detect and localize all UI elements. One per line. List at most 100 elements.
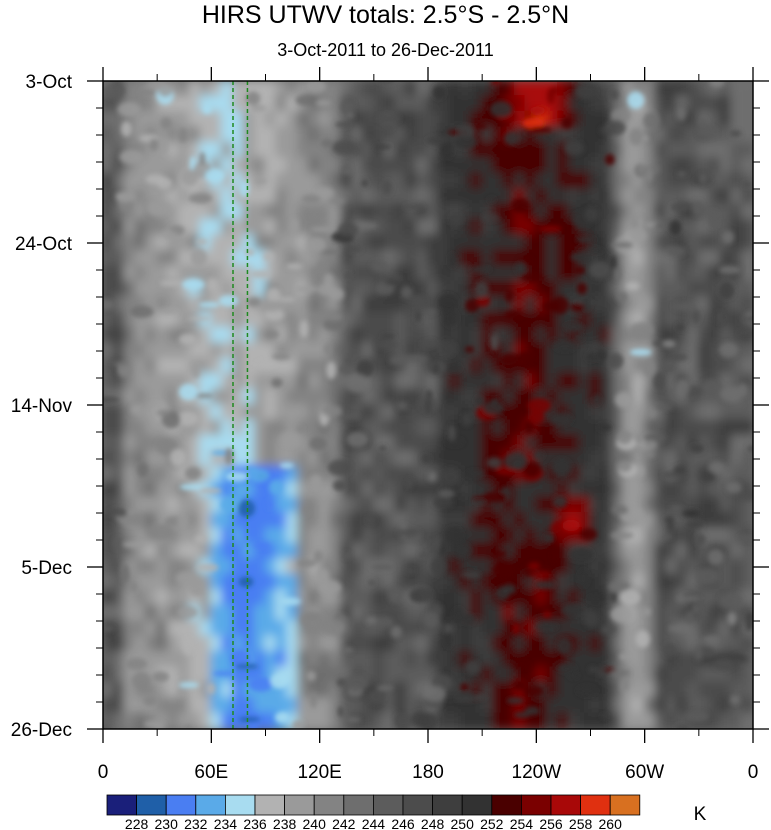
- heat-cell: [502, 326, 516, 345]
- heat-cell: [513, 604, 527, 622]
- heat-cell: [492, 712, 505, 729]
- heat-cell: [264, 558, 278, 576]
- heat-cell: [167, 188, 180, 206]
- heat-blob: [218, 294, 239, 307]
- heat-cell: [286, 388, 299, 406]
- heat-cell: [535, 357, 549, 376]
- heat-cell: [502, 218, 516, 237]
- heat-cell: [535, 496, 549, 514]
- heat-cell: [188, 712, 202, 729]
- heat-blob: [549, 412, 573, 426]
- heat-cell: [546, 373, 559, 391]
- heat-cell: [275, 141, 289, 160]
- heat-cell: [210, 311, 224, 329]
- heat-blob: [278, 297, 296, 302]
- heat-cell: [362, 589, 375, 607]
- heat-blob: [465, 298, 480, 313]
- heat-cell: [134, 573, 148, 592]
- heat-cell: [676, 172, 689, 190]
- heat-blob: [681, 509, 701, 518]
- heat-cell: [535, 311, 549, 329]
- heat-cell: [589, 218, 603, 237]
- heat-cell: [167, 558, 180, 576]
- heat-cell: [427, 650, 440, 669]
- heat-blob: [244, 248, 255, 257]
- heat-cell: [394, 542, 408, 561]
- heat-cell: [210, 434, 224, 453]
- heat-cell: [676, 434, 689, 453]
- heat-cell: [167, 604, 180, 622]
- heat-blob: [342, 165, 351, 172]
- heat-blob: [317, 260, 329, 272]
- heat-cell: [632, 542, 646, 561]
- heat-cell: [459, 188, 473, 206]
- heat-cell: [264, 234, 278, 252]
- heat-cell: [242, 357, 256, 376]
- heat-blob: [299, 320, 309, 338]
- heat-cell: [123, 280, 137, 298]
- heat-cell: [589, 558, 603, 576]
- heat-cell: [318, 326, 332, 345]
- heat-blob: [156, 177, 173, 190]
- heat-cell: [372, 496, 386, 514]
- heat-cell: [394, 697, 408, 715]
- heat-cell: [427, 218, 440, 237]
- heat-cell: [719, 203, 733, 221]
- heat-blob: [160, 309, 178, 314]
- heat-cell: [351, 81, 364, 98]
- heat-cell: [134, 589, 148, 607]
- heat-cell: [492, 218, 505, 237]
- heat-cell: [167, 157, 180, 175]
- heat-cell: [103, 311, 115, 329]
- heat-cell: [437, 249, 451, 268]
- heat-cell: [416, 188, 429, 206]
- heat-cell: [405, 681, 419, 700]
- heat-cell: [416, 141, 429, 160]
- heat-cell: [697, 218, 711, 237]
- heat-cell: [383, 496, 397, 514]
- x-tick-label: 60E: [194, 762, 228, 783]
- heat-cell: [210, 373, 224, 391]
- heat-cell: [459, 712, 473, 729]
- heat-cell: [112, 296, 126, 314]
- heat-cell: [177, 434, 191, 453]
- heat-cell: [145, 110, 159, 129]
- heat-blob: [553, 341, 576, 351]
- heat-cell: [632, 419, 646, 437]
- heat-cell: [297, 512, 310, 530]
- heat-blob: [662, 339, 676, 348]
- heat-blob: [295, 427, 304, 432]
- heat-blob: [490, 81, 502, 85]
- heat-cell: [221, 419, 234, 437]
- heat-blob: [694, 643, 703, 662]
- heat-blob: [643, 452, 655, 458]
- heat-cell: [199, 404, 213, 422]
- heat-cell: [103, 280, 115, 298]
- heat-blob: [269, 480, 283, 495]
- heat-cell: [242, 589, 256, 607]
- heat-cell: [492, 635, 505, 653]
- heat-cell: [513, 635, 527, 653]
- heat-cell: [167, 388, 180, 406]
- heat-cell: [340, 342, 354, 360]
- heat-blob: [574, 335, 585, 341]
- heat-cell: [362, 388, 375, 406]
- heat-cell: [557, 234, 570, 252]
- heat-cell: [730, 542, 744, 561]
- heat-cell: [264, 126, 278, 144]
- heat-blob: [332, 479, 347, 492]
- heat-cell: [210, 342, 224, 360]
- heat-cell: [437, 95, 451, 113]
- heat-cell: [697, 450, 711, 468]
- heat-cell: [448, 234, 462, 252]
- heat-cell: [362, 342, 375, 360]
- heat-cell: [513, 373, 527, 391]
- heat-cell: [578, 697, 592, 715]
- heat-blob: [263, 361, 272, 368]
- heat-cell: [372, 404, 386, 422]
- heat-blob: [390, 625, 402, 639]
- heat-blob: [481, 213, 500, 222]
- heat-cell: [535, 589, 549, 607]
- heat-cell: [535, 650, 549, 669]
- heat-blob: [593, 393, 601, 406]
